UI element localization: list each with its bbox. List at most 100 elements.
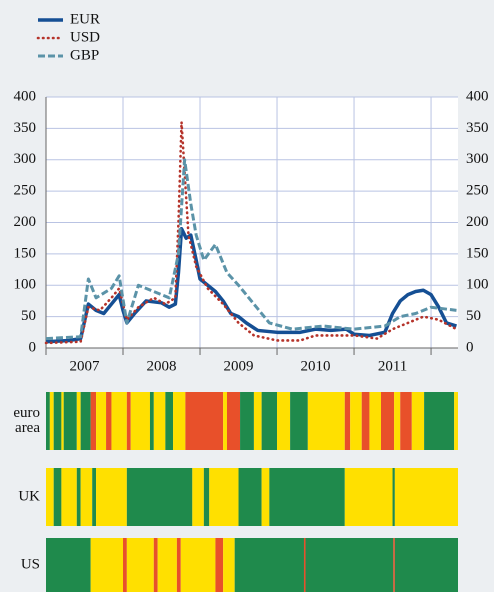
strip-segment: [392, 468, 395, 526]
strip-segment: [61, 392, 64, 450]
y2-tick-label: 100: [466, 277, 489, 293]
strip-segment: [269, 468, 345, 526]
strip-segment: [126, 468, 193, 526]
strip-segment: [400, 392, 412, 450]
y2-tick-label: 50: [466, 308, 481, 324]
strip-segment: [49, 392, 54, 450]
y2-tick-label: 400: [466, 88, 489, 104]
y-tick-label: 100: [14, 277, 37, 293]
legend-label: EUR: [70, 11, 100, 27]
x-tick-label: 2010: [301, 358, 331, 374]
strip-segment: [411, 392, 425, 450]
strip-segment: [46, 468, 54, 526]
strip-segment: [149, 392, 154, 450]
x-tick-label: 2007: [70, 358, 101, 374]
x-tick-label: 2009: [224, 358, 254, 374]
strip-segment: [76, 392, 81, 450]
strip-label: area: [15, 420, 40, 436]
strip-segment: [46, 538, 91, 592]
strip-segment: [393, 538, 395, 592]
strip-segment: [63, 392, 77, 450]
y-tick-label: 300: [14, 151, 37, 167]
y2-tick-label: 250: [466, 183, 489, 199]
y-tick-label: 50: [21, 308, 36, 324]
strip-segment: [173, 392, 186, 450]
strip-segment: [223, 392, 227, 450]
strip-segment: [46, 392, 50, 450]
strip-segment: [226, 392, 241, 450]
strip-segment: [394, 538, 458, 592]
strip-segment: [80, 468, 93, 526]
strip-segment: [180, 538, 216, 592]
strip-segment: [261, 468, 270, 526]
strip-label: US: [21, 556, 40, 572]
strip-segment: [130, 392, 150, 450]
series-line: [44, 120, 458, 345]
strip-segment: [106, 392, 112, 450]
series-line: [45, 158, 457, 341]
legend-label: USD: [70, 29, 100, 45]
strip-segment: [369, 392, 381, 450]
strip-segment: [305, 538, 394, 592]
strip-segment: [203, 468, 210, 526]
strip-segment: [290, 392, 308, 450]
strip-segment: [185, 392, 224, 450]
x-tick-label: 2008: [147, 358, 177, 374]
y-tick-label: 250: [14, 183, 37, 199]
strip-segment: [53, 468, 62, 526]
strip-label: UK: [18, 488, 40, 504]
strip-segment: [361, 392, 370, 450]
strip-segment: [234, 538, 304, 592]
strip-segment: [111, 392, 127, 450]
legend-label: GBP: [70, 47, 99, 63]
strip-segment: [53, 392, 62, 450]
y2-tick-label: 150: [466, 245, 489, 261]
y-tick-label: 400: [14, 88, 37, 104]
strip-segment: [209, 468, 239, 526]
strip-segment: [165, 392, 174, 450]
series-line: [45, 227, 457, 344]
strip-segment: [153, 538, 158, 592]
strip-segment: [223, 538, 235, 592]
strip-segment: [192, 468, 204, 526]
strip-segment: [96, 468, 127, 526]
y2-tick-label: 300: [466, 151, 489, 167]
strip-segment: [90, 538, 124, 592]
y-tick-label: 0: [29, 339, 37, 355]
strip-segment: [350, 392, 362, 450]
strip-segment: [176, 538, 181, 592]
strip-segment: [157, 538, 177, 592]
strip-segment: [240, 392, 254, 450]
strip-segment: [126, 538, 154, 592]
strip-segment: [277, 392, 291, 450]
strip-segment: [261, 392, 278, 450]
strip-segment: [307, 392, 345, 450]
y-tick-label: 350: [14, 120, 37, 136]
strip-segment: [126, 392, 131, 450]
y-tick-label: 200: [14, 214, 37, 230]
y2-tick-label: 200: [466, 214, 489, 230]
strip-segment: [344, 392, 351, 450]
strip-segment: [424, 392, 455, 450]
strip-segment: [380, 392, 395, 450]
strip-label: euro: [13, 405, 40, 421]
strip-segment: [303, 538, 306, 592]
strip-segment: [215, 538, 224, 592]
x-tick-label: 2011: [378, 358, 407, 374]
strip-segment: [96, 392, 107, 450]
y2-tick-label: 0: [466, 339, 474, 355]
strip-segment: [153, 392, 166, 450]
strip-segment: [238, 468, 262, 526]
y-tick-label: 150: [14, 245, 37, 261]
strip-segment: [92, 468, 97, 526]
strip-segment: [61, 468, 77, 526]
y2-tick-label: 350: [466, 120, 489, 136]
strip-segment: [344, 468, 393, 526]
strip-segment: [394, 392, 401, 450]
strip-segment: [90, 392, 97, 450]
strip-segment: [394, 468, 458, 526]
strip-segment: [80, 392, 91, 450]
strip-segment: [76, 468, 81, 526]
strip-segment: [253, 392, 262, 450]
